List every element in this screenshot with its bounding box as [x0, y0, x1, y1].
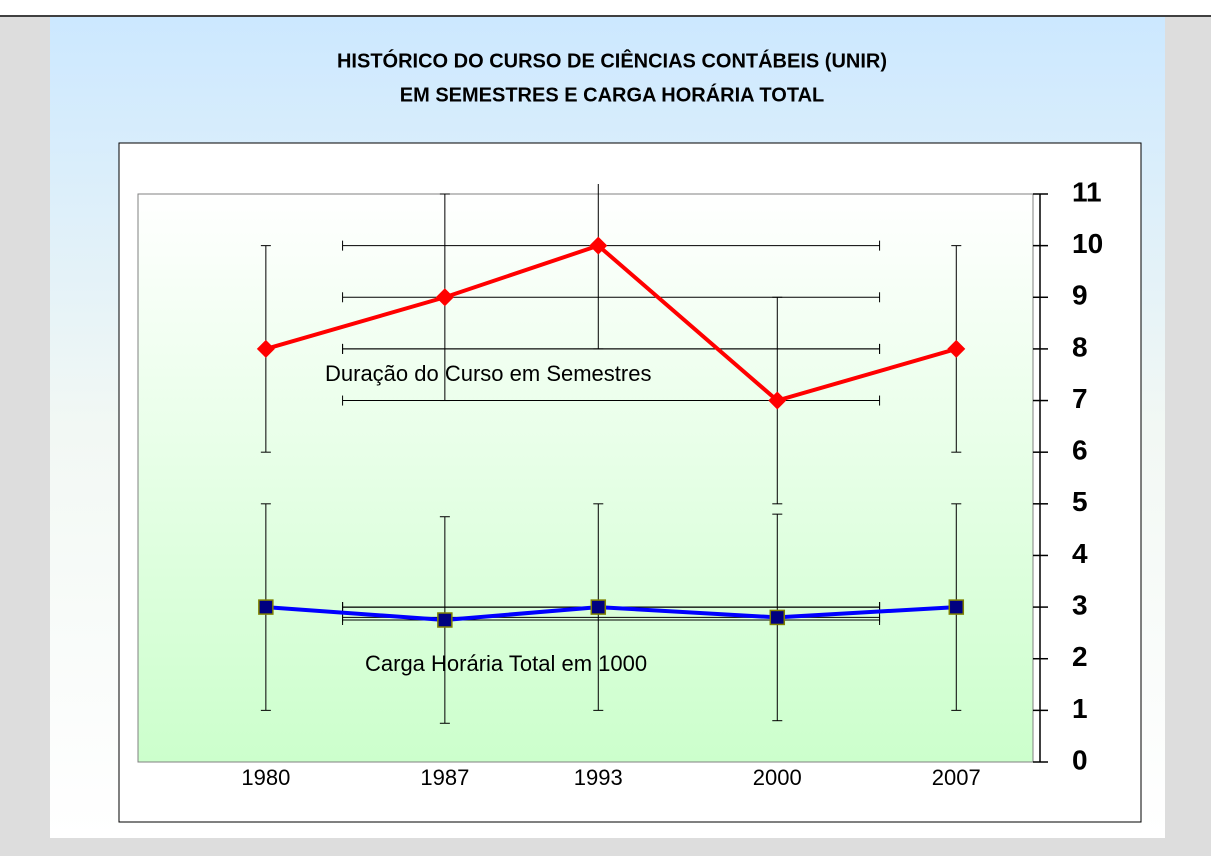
- marker: [256, 339, 275, 358]
- y-tick-label: 1: [1072, 693, 1088, 724]
- y-tick-label: 4: [1072, 538, 1088, 569]
- marker: [768, 391, 787, 410]
- y-tick-label: 3: [1072, 589, 1088, 620]
- marker: [437, 612, 453, 628]
- y-tick-label: 10: [1072, 228, 1103, 259]
- x-tick-label: 1993: [574, 765, 623, 790]
- plot-area: [137, 193, 1034, 763]
- x-tick-label: 2007: [932, 765, 981, 790]
- series-label: Duração do Curso em Semestres: [325, 361, 651, 386]
- x-tick-label: 2000: [753, 765, 802, 790]
- marker: [590, 599, 607, 615]
- chart-title: EM SEMESTRES E CARGA HORÁRIA TOTAL: [400, 83, 824, 106]
- marker: [589, 236, 608, 255]
- marker: [435, 288, 454, 307]
- marker: [948, 599, 965, 615]
- series-label: Carga Horária Total em 1000: [365, 651, 647, 676]
- marker: [947, 339, 966, 358]
- x-tick-label: 1980: [241, 765, 290, 790]
- y-tick-label: 2: [1072, 641, 1088, 672]
- y-tick-label: 0: [1072, 744, 1088, 775]
- y-tick-label: 8: [1072, 331, 1088, 362]
- chart-title: HISTÓRICO DO CURSO DE CIÊNCIAS CONTÁBEIS…: [337, 48, 887, 72]
- y-tick-label: 7: [1072, 383, 1088, 414]
- x-tick-label: 1987: [420, 765, 469, 790]
- y-tick-label: 6: [1072, 435, 1088, 466]
- y-tick-label: 9: [1072, 280, 1088, 311]
- y-tick-label: 5: [1072, 486, 1088, 517]
- marker: [258, 599, 274, 615]
- y-tick-label: 11: [1072, 176, 1102, 207]
- marker: [769, 609, 786, 626]
